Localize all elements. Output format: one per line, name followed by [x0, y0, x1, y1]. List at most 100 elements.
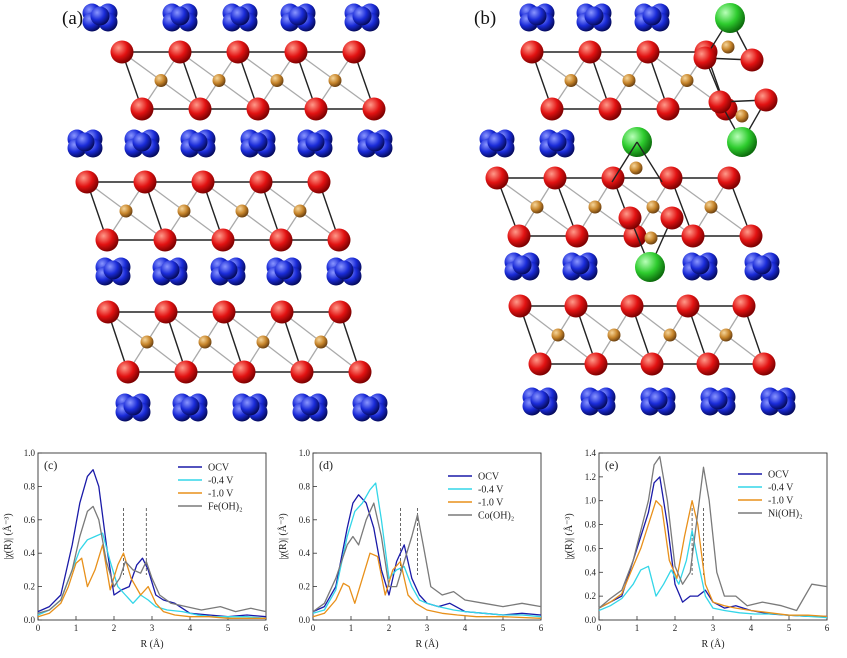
cation-cluster — [280, 3, 316, 32]
cation-atom — [300, 396, 320, 416]
x-tick-label: 0 — [36, 623, 41, 633]
oxygen-atom — [154, 300, 178, 324]
chlorine-atom — [715, 3, 745, 33]
cation-atom — [103, 260, 123, 280]
oxygen-atom — [174, 360, 198, 384]
metal-atom — [530, 200, 544, 214]
cation-cluster — [580, 387, 616, 416]
oxygen-atom — [640, 352, 664, 376]
metal-atom — [680, 74, 694, 87]
oxygen-atom — [520, 40, 544, 64]
series-line — [37, 469, 267, 618]
cation-atom — [352, 6, 372, 26]
cation-atom — [487, 132, 507, 152]
oxygen-atom — [95, 228, 119, 252]
y-tick-label: 0.0 — [585, 615, 597, 625]
y-tick-label: 1.0 — [299, 448, 311, 458]
x-tick-label: 4 — [188, 623, 193, 633]
metal-atom — [119, 204, 133, 218]
y-tick-label: 1.0 — [585, 496, 597, 506]
y-tick-label: 0.0 — [24, 615, 36, 625]
metal-atom — [140, 335, 154, 349]
cation-cluster — [115, 393, 151, 422]
oxygen-atom — [508, 294, 532, 318]
cation-atom — [218, 260, 238, 280]
x-axis-label: R (Å) — [415, 638, 438, 650]
cation-cluster — [222, 3, 258, 32]
x-tick-label: 1 — [349, 623, 354, 633]
oxide-layer — [485, 166, 763, 248]
legend-label: Co(OH)₂ — [478, 511, 514, 522]
y-tick-label: 0.8 — [585, 520, 597, 530]
series-line — [598, 500, 828, 618]
metal-atom — [644, 231, 658, 245]
cation-atom — [360, 396, 380, 416]
metal-atom — [293, 204, 307, 218]
oxygen-atom — [620, 294, 644, 318]
oxide-layer — [508, 294, 776, 376]
y-tick-label: 0.2 — [24, 582, 35, 592]
metal-atom — [622, 74, 636, 87]
cation-cluster — [760, 387, 796, 416]
y-tick-label: 0.4 — [299, 548, 311, 558]
metal-atom — [629, 161, 643, 175]
x-axis-label: R (Å) — [140, 638, 163, 650]
cation-cluster — [292, 393, 328, 422]
oxygen-atom — [191, 170, 215, 194]
x-tick-label: 5 — [501, 623, 506, 633]
cation-cluster — [519, 3, 555, 32]
x-tick-label: 6 — [825, 623, 830, 633]
cation-atom — [170, 6, 190, 26]
cation-atom — [570, 255, 590, 275]
x-tick-label: 0 — [311, 623, 316, 633]
oxygen-atom — [708, 90, 732, 114]
oxygen-atom — [676, 294, 700, 318]
metal-atom — [646, 200, 660, 214]
oxygen-atom — [269, 228, 293, 252]
y-tick-label: 1.0 — [24, 448, 36, 458]
x-tick-label: 1 — [635, 623, 640, 633]
x-tick-label: 5 — [226, 623, 231, 633]
oxygen-atom — [507, 224, 531, 248]
oxygen-atom — [304, 97, 328, 121]
oxygen-atom — [188, 97, 212, 121]
metal-atom — [719, 328, 733, 342]
chlorine-atom — [635, 252, 665, 282]
cation-atom — [123, 396, 143, 416]
oxygen-atom — [732, 294, 756, 318]
series-line — [37, 532, 267, 619]
series-line — [312, 502, 542, 613]
oxygen-atom — [342, 40, 366, 64]
cation-cluster — [152, 257, 188, 286]
legend-label: -0.4 V — [208, 476, 234, 487]
panel-a-label: (a) — [62, 8, 83, 29]
oxygen-atom — [110, 40, 134, 64]
y-tick-label: 0.6 — [24, 515, 36, 525]
oxygen-atom — [623, 224, 647, 248]
y-tick-label: 0.6 — [585, 543, 597, 553]
oxygen-atom — [659, 166, 683, 190]
x-tick-label: 4 — [463, 623, 468, 633]
cation-atom — [527, 6, 547, 26]
y-tick-label: 0.0 — [299, 615, 311, 625]
cation-atom — [160, 260, 180, 280]
cation-atom — [75, 132, 95, 152]
oxygen-atom — [636, 40, 660, 64]
metal-atom — [721, 40, 735, 54]
x-tick-label: 3 — [150, 623, 155, 633]
x-tick-label: 5 — [787, 623, 792, 633]
cation-atom — [752, 255, 772, 275]
cation-atom — [230, 6, 250, 26]
legend-label: OCV — [208, 463, 230, 474]
cation-atom — [288, 6, 308, 26]
y-axis-label: |χ(R)| (Å⁻³) — [563, 513, 575, 559]
series-line — [598, 529, 828, 619]
cation-cluster — [326, 257, 362, 286]
oxygen-atom — [130, 97, 154, 121]
cation-cluster — [357, 129, 393, 158]
cation-cluster — [562, 252, 598, 281]
cation-atom — [365, 132, 385, 152]
cation-cluster — [172, 393, 208, 422]
cation-atom — [648, 390, 668, 410]
